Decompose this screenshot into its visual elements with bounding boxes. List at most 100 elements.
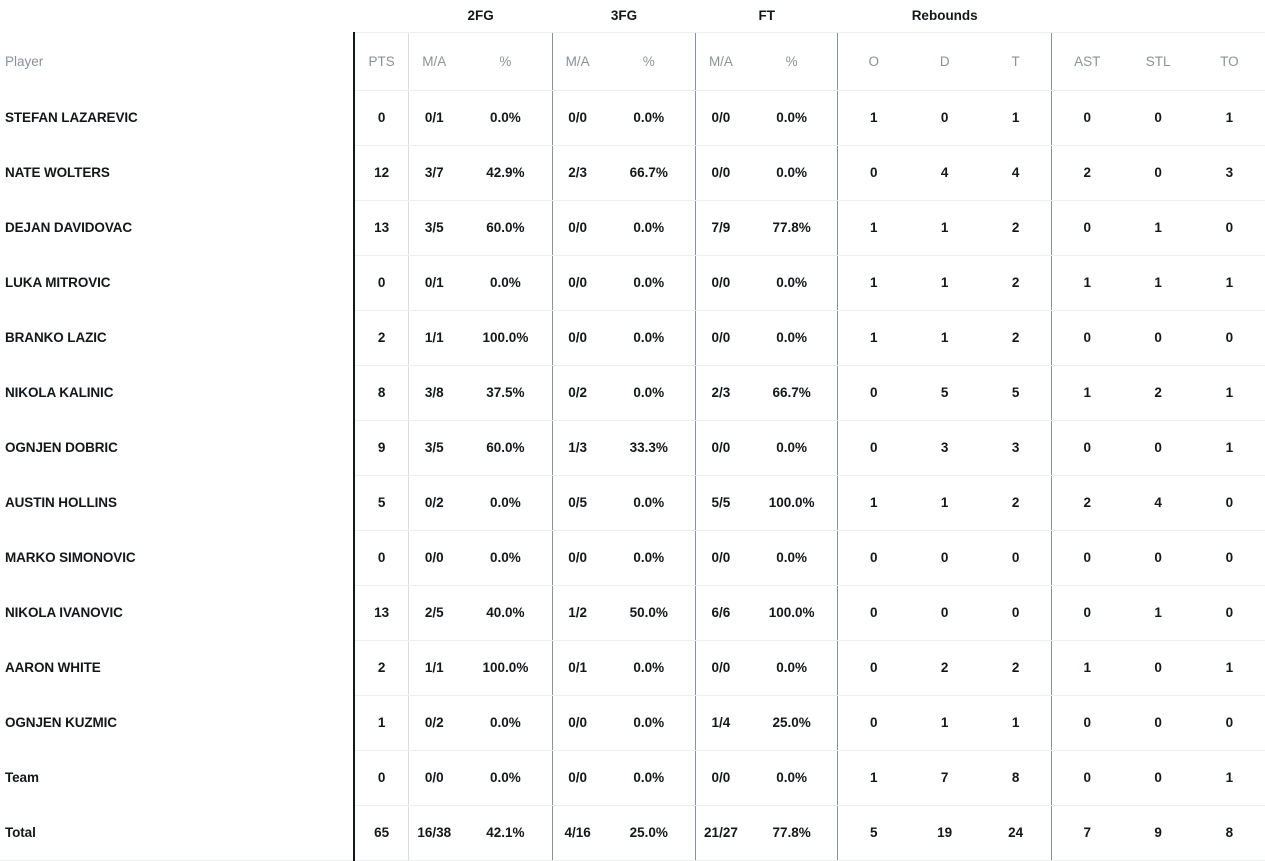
stat-cell-fg2-pct: 60.0% [459,420,553,476]
stat-cell-fg2-ma: 0/2 [408,695,460,751]
stat-cell-fg2-pct: 37.5% [459,365,553,421]
player-name-cell[interactable]: NATE WOLTERS [5,165,110,180]
stat-cell-pts: 1 [352,695,409,751]
stat-cell-reb-d: 1 [909,200,981,256]
stat-cell-ft-pct: 0.0% [745,310,838,366]
table-row: NIKOLA KALINIC 8 3/8 37.5% 0/2 0.0% 2/3 66.7% 0 5… [0,365,1265,421]
column-header-ft-pct[interactable]: % [745,31,838,91]
stat-cell-stl: 0 [1122,750,1194,806]
stat-cell-ast: 0 [1050,420,1123,476]
table-row: NATE WOLTERS 12 3/7 42.9% 2/3 66.7% 0/0 0.0% 0 4 4… [0,145,1265,201]
stat-cell-reb-o: 0 [837,420,910,476]
stat-cell-fg2-ma: 3/7 [408,145,460,201]
stat-cell-fg3-pct: 33.3% [602,420,696,476]
stat-cell-to: 1 [1193,420,1265,476]
column-header-pts[interactable]: PTS [352,31,409,91]
stat-cell-reb-t: 1 [980,695,1052,751]
column-header-fg2-ma[interactable]: M/A [408,31,460,91]
stat-cell-ft-ma: 0/0 [695,530,746,586]
stat-cell-to: 1 [1193,90,1265,146]
stat-cell-fg3-pct: 25.0% [602,805,696,861]
table-row: Team 0 0/0 0.0% 0/0 0.0% 0/0 0.0% 1 7 8 0 0 1 [0,750,1265,806]
group-header-3fg: 3FG [610,8,638,24]
column-header-ast[interactable]: AST [1050,31,1123,91]
stat-cell-ast: 0 [1050,200,1123,256]
player-name-cell[interactable]: DEJAN DAVIDOVAC [5,220,133,235]
stat-cell-reb-t: 8 [980,750,1052,806]
stat-cell-stl: 0 [1122,145,1194,201]
table-row: AARON WHITE 2 1/1 100.0% 0/1 0.0% 0/0 0.0% 0 2 2 1 0… [0,640,1265,696]
column-header-reb-d[interactable]: D [909,31,981,91]
player-name-cell[interactable]: LUKA MITROVIC [5,275,111,290]
stat-cell-reb-d: 1 [909,695,981,751]
stat-cell-fg3-ma: 0/2 [551,365,603,421]
column-header-fg2-pct[interactable]: % [459,31,553,91]
column-header-ft-ma[interactable]: M/A [695,31,746,91]
stat-cell-to: 0 [1193,530,1265,586]
stat-cell-stl: 0 [1122,640,1194,696]
stat-cell-to: 1 [1193,640,1265,696]
stat-cell-ft-pct: 100.0% [745,585,838,641]
stat-cell-ft-pct: 0.0% [745,90,838,146]
stat-cell-reb-t: 3 [980,420,1052,476]
player-name-cell[interactable]: Total [0,805,354,861]
stat-cell-fg2-pct: 0.0% [459,255,553,311]
stat-cell-ast: 0 [1050,310,1123,366]
player-name-cell[interactable]: OGNJEN KUZMIC [5,715,117,730]
stat-cell-ast: 1 [1050,365,1123,421]
stat-cell-reb-d: 1 [909,310,981,366]
stat-cell-reb-t: 1 [980,90,1052,146]
stat-cell-ft-ma: 7/9 [695,200,746,256]
stat-cell-fg3-ma: 0/0 [551,530,603,586]
stat-cell-stl: 1 [1122,255,1194,311]
player-name-cell[interactable]: NIKOLA IVANOVIC [5,605,123,620]
stat-cell-fg3-ma: 0/0 [551,750,603,806]
group-header-blank-last [1051,0,1265,32]
stat-cell-reb-o: 0 [837,145,910,201]
stat-cell-fg2-ma: 16/38 [408,805,460,861]
stat-cell-ft-pct: 0.0% [745,640,838,696]
player-name-cell[interactable]: BRANKO LAZIC [5,330,107,345]
player-name-cell[interactable]: AARON WHITE [5,660,101,675]
stat-cell-fg2-pct: 0.0% [459,695,553,751]
stat-cell-reb-t: 24 [980,805,1052,861]
stat-cell-reb-o: 5 [837,805,910,861]
stat-cell-ast: 0 [1050,585,1123,641]
stat-cell-fg2-ma: 3/5 [408,420,460,476]
player-name-cell[interactable]: STEFAN LAZAREVIC [5,110,138,125]
column-header-stl[interactable]: STL [1122,31,1194,91]
table-row: DEJAN DAVIDOVAC 13 3/5 60.0% 0/0 0.0% 7/9 77.8%… [0,200,1265,256]
column-header-reb-t[interactable]: T [980,31,1052,91]
stat-cell-fg3-pct: 50.0% [602,585,696,641]
player-name-cell[interactable]: NIKOLA KALINIC [5,385,114,400]
stat-cell-to: 3 [1193,145,1265,201]
stat-cell-fg3-pct: 0.0% [602,310,696,366]
stat-cell-ast: 2 [1050,475,1123,531]
stat-cell-reb-o: 0 [837,365,910,421]
stat-cell-fg3-pct: 0.0% [602,640,696,696]
stat-cell-stl: 9 [1122,805,1194,861]
player-name-cell[interactable]: Team [5,770,39,785]
player-name-cell[interactable]: OGNJEN DOBRIC [5,440,118,455]
stat-cell-reb-d: 1 [909,475,981,531]
column-header-player[interactable]: Player [5,53,44,69]
stat-cell-ft-ma: 2/3 [695,365,746,421]
player-name-cell[interactable]: AUSTIN HOLLINS [5,495,117,510]
stat-cell-fg3-ma: 0/0 [551,200,603,256]
stat-cell-to: 1 [1193,255,1265,311]
table-row: Total 65 16/38 42.1% 4/16 25.0% 21/27 77.8% 5 19 2… [0,805,1265,861]
stat-cell-reb-d: 7 [909,750,981,806]
column-header-fg3-pct[interactable]: % [602,31,696,91]
stat-cell-fg2-pct: 0.0% [459,530,553,586]
stat-cell-fg3-ma: 0/0 [551,90,603,146]
stat-cell-ast: 7 [1050,805,1123,861]
column-header-to[interactable]: TO [1193,31,1265,91]
stat-cell-fg3-ma: 0/1 [551,640,603,696]
player-name-cell[interactable]: MARKO SIMONOVIC [5,550,136,565]
column-header-fg3-ma[interactable]: M/A [551,31,603,91]
table-row: LUKA MITROVIC 0 0/1 0.0% 0/0 0.0% 0/0 0.0% 1 1 2 1 1… [0,255,1265,311]
stat-cell-ft-ma: 1/4 [695,695,746,751]
column-header-reb-o[interactable]: O [837,31,910,91]
stat-cell-pts: 2 [352,310,409,366]
